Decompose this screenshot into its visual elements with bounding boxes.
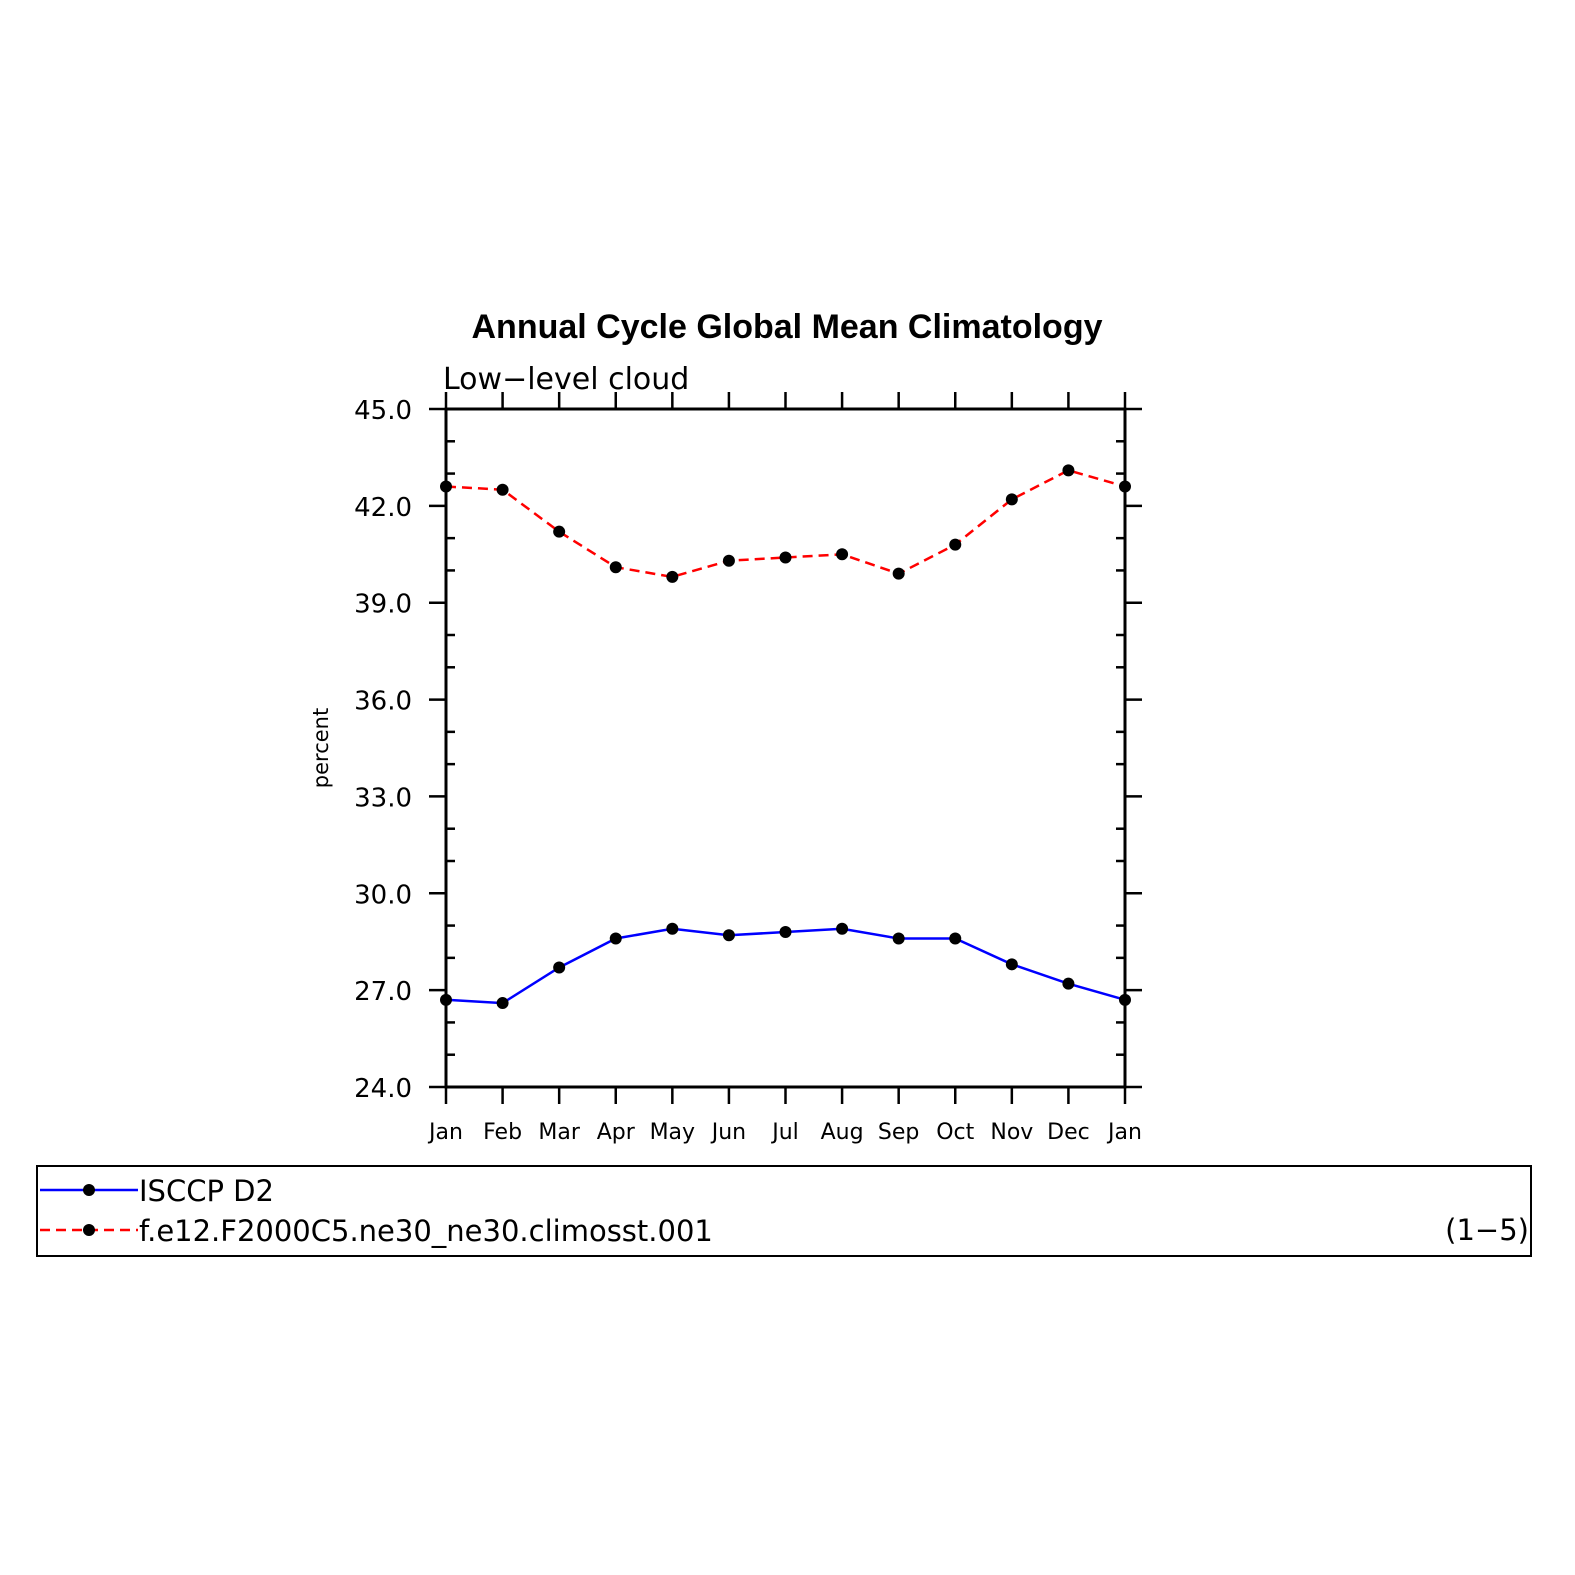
x-tick-label: Aug (821, 1120, 864, 1145)
data-point (836, 922, 849, 935)
data-point (609, 932, 622, 945)
legend-marker (83, 1224, 95, 1236)
x-tick-label: Jan (427, 1120, 463, 1145)
y-tick-label: 30.0 (354, 880, 412, 910)
data-point (609, 561, 622, 574)
y-axis-label: percent (309, 708, 333, 788)
data-point (666, 570, 679, 583)
y-tick-label: 27.0 (354, 977, 412, 1007)
series-line-0 (445, 927, 1126, 1005)
plot-frame (444, 407, 1127, 1089)
data-point (496, 483, 509, 496)
data-point (1005, 493, 1018, 506)
chart-title: Annual Cycle Global Mean Climatology (472, 308, 1103, 346)
y-tick-label: 39.0 (354, 590, 412, 620)
data-point (553, 525, 566, 538)
y-tick-label: 24.0 (354, 1074, 412, 1104)
x-tick-label: Jul (770, 1120, 799, 1145)
y-tick-label: 36.0 (354, 687, 412, 717)
legend-marker (83, 1184, 95, 1196)
legend-note: (1−5) (1445, 1213, 1529, 1247)
x-tick-label: Mar (538, 1120, 580, 1145)
x-tick-label: May (650, 1120, 695, 1145)
data-point (722, 929, 735, 942)
data-point (949, 932, 962, 945)
chart-subtitle: Low−level cloud (443, 362, 689, 397)
y-tick-label: 42.0 (354, 493, 412, 523)
x-tick-label: Jan (1106, 1120, 1142, 1145)
data-point (892, 567, 905, 580)
axis-ticks: 24.0 27.0 30.0 33.0 36.0 39.0 42.0 45.0 Jan Feb Ma… (354, 392, 1142, 1145)
data-point (779, 551, 792, 564)
legend-label: f.e12.F2000C5.ne30_ne30.climosst.001 (139, 1214, 713, 1248)
data-point (666, 922, 679, 935)
data-point (892, 932, 905, 945)
x-tick-label: Nov (990, 1120, 1033, 1145)
y-tick-label: 45.0 (354, 396, 412, 426)
x-tick-label: Feb (483, 1120, 522, 1145)
data-point (1005, 958, 1018, 971)
data-point (722, 554, 735, 567)
data-point (1062, 977, 1075, 990)
x-tick-label: Apr (597, 1120, 636, 1145)
data-point (949, 538, 962, 551)
x-tick-label: Oct (936, 1120, 974, 1145)
data-point (496, 997, 509, 1010)
series-layer (440, 464, 1131, 1010)
legend-label: ISCCP D2 (139, 1174, 274, 1208)
data-point (1062, 464, 1075, 477)
x-tick-label: Dec (1047, 1120, 1090, 1145)
data-point (779, 926, 792, 939)
x-tick-label: Jun (710, 1120, 746, 1145)
data-point (553, 961, 566, 974)
y-tick-label: 33.0 (354, 783, 412, 813)
x-tick-label: Sep (878, 1120, 919, 1145)
data-point (836, 548, 849, 561)
legend-box (36, 1165, 1532, 1257)
legend: ISCCP D2 f.e12.F2000C5.ne30_ne30.climosst… (36, 1165, 1532, 1257)
